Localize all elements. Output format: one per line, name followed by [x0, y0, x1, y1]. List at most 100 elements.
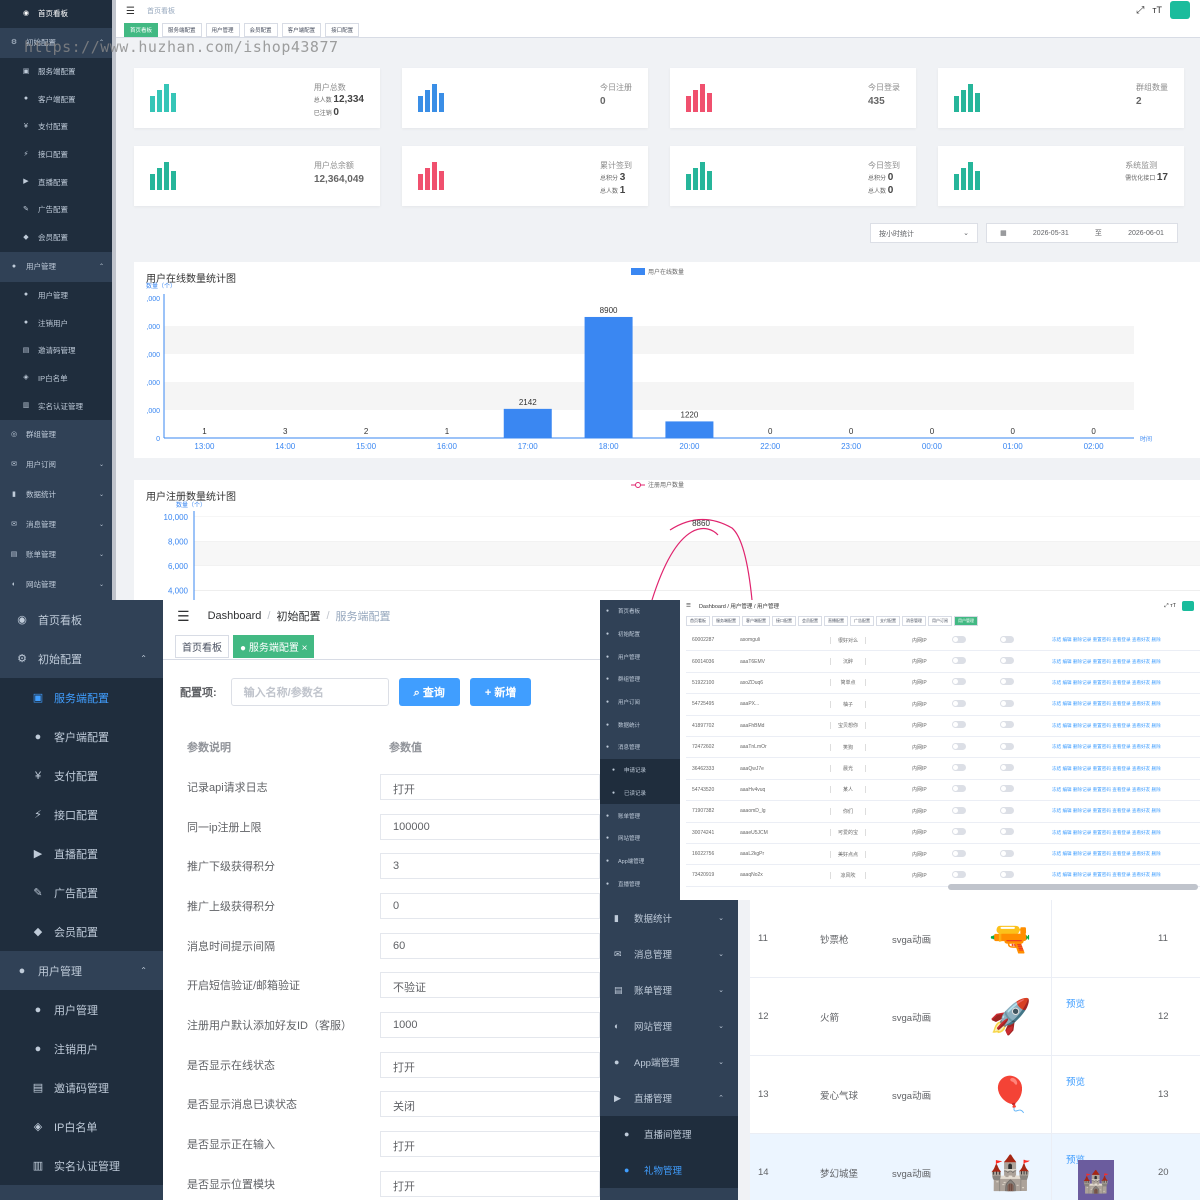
sidebar-item[interactable]: ✉ 用户订阅 ⌄ [0, 449, 112, 480]
add-button[interactable]: + 新增 [469, 678, 532, 706]
sidebar-item[interactable]: ✉ 消息管理 ⌄ [0, 509, 112, 540]
sidebar-item[interactable]: ● 注销用户 [0, 1029, 163, 1068]
sidebar-item[interactable]: ▶ 直播配置 [0, 834, 163, 873]
tag-item[interactable]: 用户管理 [205, 22, 240, 37]
status-toggle[interactable] [1000, 742, 1014, 750]
status-toggle[interactable] [952, 849, 966, 857]
sidebar-item[interactable]: ● 用户管理 ⌃ [0, 251, 112, 282]
status-toggle[interactable] [1000, 764, 1014, 772]
param-value-input[interactable]: 3 [380, 853, 600, 880]
status-toggle[interactable] [952, 785, 966, 793]
status-toggle[interactable] [952, 806, 966, 814]
sidebar-item[interactable]: ● 已读记录 [600, 781, 680, 805]
status-toggle[interactable] [1000, 849, 1014, 857]
row-actions[interactable]: 冻结 编辑 删除记录 重置密码 查看登录 查看好友 删除 [1052, 658, 1161, 664]
sidebar-item[interactable]: ◈ IP白名单 [0, 364, 112, 393]
row-actions[interactable]: 冻结 编辑 删除记录 重置密码 查看登录 查看好友 删除 [1052, 851, 1161, 857]
sidebar-item[interactable]: ● 数据统计 [600, 713, 680, 736]
sidebar-item[interactable]: ● 客户端配置 [0, 717, 163, 756]
sidebar-item[interactable]: ▮ 数据统计 ⌄ [600, 900, 738, 936]
sidebar-item[interactable]: ◈ IP白名单 [0, 1107, 163, 1146]
tag-item[interactable]: 广告配置 [850, 616, 874, 626]
preview-link[interactable]: 预览 [1066, 1076, 1086, 1088]
sidebar-item[interactable]: ▶ 直播管理 ⌃ [600, 1080, 738, 1116]
sidebar-item[interactable]: ¥ 支付配置 [0, 756, 163, 795]
status-toggle[interactable] [1000, 785, 1014, 793]
fullscreen-icon[interactable]: ⤢ тT [1164, 602, 1176, 609]
sidebar-item[interactable]: ▮ 数据统计 ⌄ [0, 479, 112, 510]
sidebar-item[interactable]: ⚡ 接口配置 [0, 140, 112, 169]
sidebar-item[interactable]: ● 客户端配置 [0, 85, 112, 114]
bar[interactable] [665, 421, 714, 438]
tag-item[interactable]: 接口配置 [772, 616, 796, 626]
sidebar-item[interactable]: ● 用户管理 [0, 281, 112, 310]
sidebar-item[interactable]: ▤ 邀请码管理 [0, 336, 112, 365]
sidebar-item[interactable]: ▤ 邀请码管理 [0, 1068, 163, 1107]
stat-mode-select[interactable]: 按小时统计 ⌄ [870, 223, 978, 243]
sidebar-item[interactable]: ◐ 网站管理 ⌄ [0, 569, 112, 600]
param-value-input[interactable]: 打开 [380, 1131, 600, 1158]
sidebar-item[interactable]: ▣ 服务端配置 [0, 678, 163, 717]
status-toggle[interactable] [952, 657, 966, 665]
legend-marker[interactable] [635, 482, 641, 488]
sidebar-item[interactable]: ◆ 会员配置 [0, 223, 112, 252]
sidebar-item[interactable]: ◎ 群组管理 [0, 419, 112, 450]
row-actions[interactable]: 冻结 编辑 删除记录 重置密码 查看登录 查看好友 删除 [1052, 829, 1161, 835]
param-value-input[interactable]: 1000 [380, 1011, 600, 1038]
sidebar-item[interactable]: ▥ 实名认证管理 [0, 1146, 163, 1185]
tag-item[interactable]: 首页看板 [686, 616, 710, 626]
sidebar-item[interactable]: ⚙ 初始配置 ⌃ [0, 639, 163, 678]
tag-item[interactable]: 客户端配置 [281, 22, 322, 37]
row-actions[interactable]: 冻结 编辑 删除记录 重置密码 查看登录 查看好友 删除 [1052, 679, 1161, 685]
sidebar-item[interactable]: ● 首页看板 [600, 600, 680, 623]
status-toggle[interactable] [952, 742, 966, 750]
row-actions[interactable]: 冻结 编辑 删除记录 重置密码 查看登录 查看好友 删除 [1052, 637, 1161, 643]
hamburger-icon[interactable]: ☰ [177, 607, 190, 624]
tag-item[interactable]: 首页看板 [175, 635, 229, 658]
param-value-input[interactable]: 60 [380, 932, 600, 959]
status-toggle[interactable] [1000, 806, 1014, 814]
tag-item[interactable]: 服务端配置 [162, 22, 202, 37]
param-value-input[interactable]: 关闭 [380, 1091, 600, 1118]
sidebar-item[interactable]: ▤ 账单管理 ⌄ [0, 539, 112, 570]
preview-thumbnail[interactable]: 🏰 [1078, 1159, 1114, 1200]
tag-item[interactable]: 客户端配置 [742, 616, 770, 626]
sidebar-item[interactable]: ◆ 会员配置 [0, 912, 163, 951]
register-line[interactable] [651, 518, 753, 600]
row-actions[interactable]: 冻结 编辑 删除记录 重置密码 查看登录 查看好友 删除 [1052, 722, 1161, 728]
sidebar-item[interactable]: ● 申请记录 [600, 758, 680, 782]
tag-item[interactable]: 会员配置 [798, 616, 822, 626]
sidebar-item[interactable]: ▤ 账单管理 ⌄ [600, 972, 738, 1008]
sidebar-item[interactable]: ● 用户订阅 [600, 691, 680, 714]
avatar[interactable] [1170, 1, 1190, 19]
sidebar-item[interactable]: ◉ 首页看板 [0, 0, 112, 28]
hamburger-icon[interactable]: ☰ [126, 5, 135, 17]
param-value-input[interactable]: 0 [380, 892, 600, 919]
sidebar-item[interactable]: ● App端管理 [600, 850, 680, 873]
fullscreen-icon[interactable]: ⤢ [1136, 4, 1145, 16]
status-toggle[interactable] [1000, 635, 1014, 643]
status-toggle[interactable] [952, 635, 966, 643]
row-actions[interactable]: 冻结 编辑 删除记录 重置密码 查看登录 查看好友 删除 [1052, 765, 1161, 771]
sidebar-item[interactable]: ● 群组管理 [600, 668, 680, 691]
sidebar-item[interactable]: ▶ 直播配置 [0, 168, 112, 197]
sidebar-item[interactable]: ✎ 广告配置 [0, 196, 112, 224]
sidebar-item[interactable]: ▥ 实名认证管理 [0, 392, 112, 420]
param-value-input[interactable]: 打开 [380, 1051, 600, 1078]
sidebar-item[interactable]: ⚡ 接口配置 [0, 795, 163, 834]
sidebar-item[interactable]: ¥ 支付配置 [0, 113, 112, 141]
hamburger-icon[interactable]: ☰ [686, 603, 691, 609]
breadcrumb-init[interactable]: 初始配置 [276, 611, 321, 623]
sidebar-item[interactable]: ● 直播间管理 [600, 1116, 738, 1152]
param-value-input[interactable]: 不验证 [380, 972, 600, 999]
avatar[interactable] [1182, 601, 1194, 611]
sidebar-item[interactable]: ● 账单管理 [600, 804, 680, 827]
sidebar-item[interactable]: ● 网站管理 [600, 827, 680, 850]
status-toggle[interactable] [952, 870, 966, 878]
sidebar-item[interactable]: ● App端管理 ⌄ [600, 1044, 738, 1080]
sidebar-item[interactable]: ◉ 首页看板 [0, 600, 163, 639]
row-actions[interactable]: 冻结 编辑 删除记录 重置密码 查看登录 查看好友 删除 [1052, 808, 1161, 814]
tag-item[interactable]: 用户订阅 [928, 616, 952, 626]
sidebar-item[interactable]: ● 注销用户 [0, 309, 112, 337]
status-toggle[interactable] [952, 828, 966, 836]
